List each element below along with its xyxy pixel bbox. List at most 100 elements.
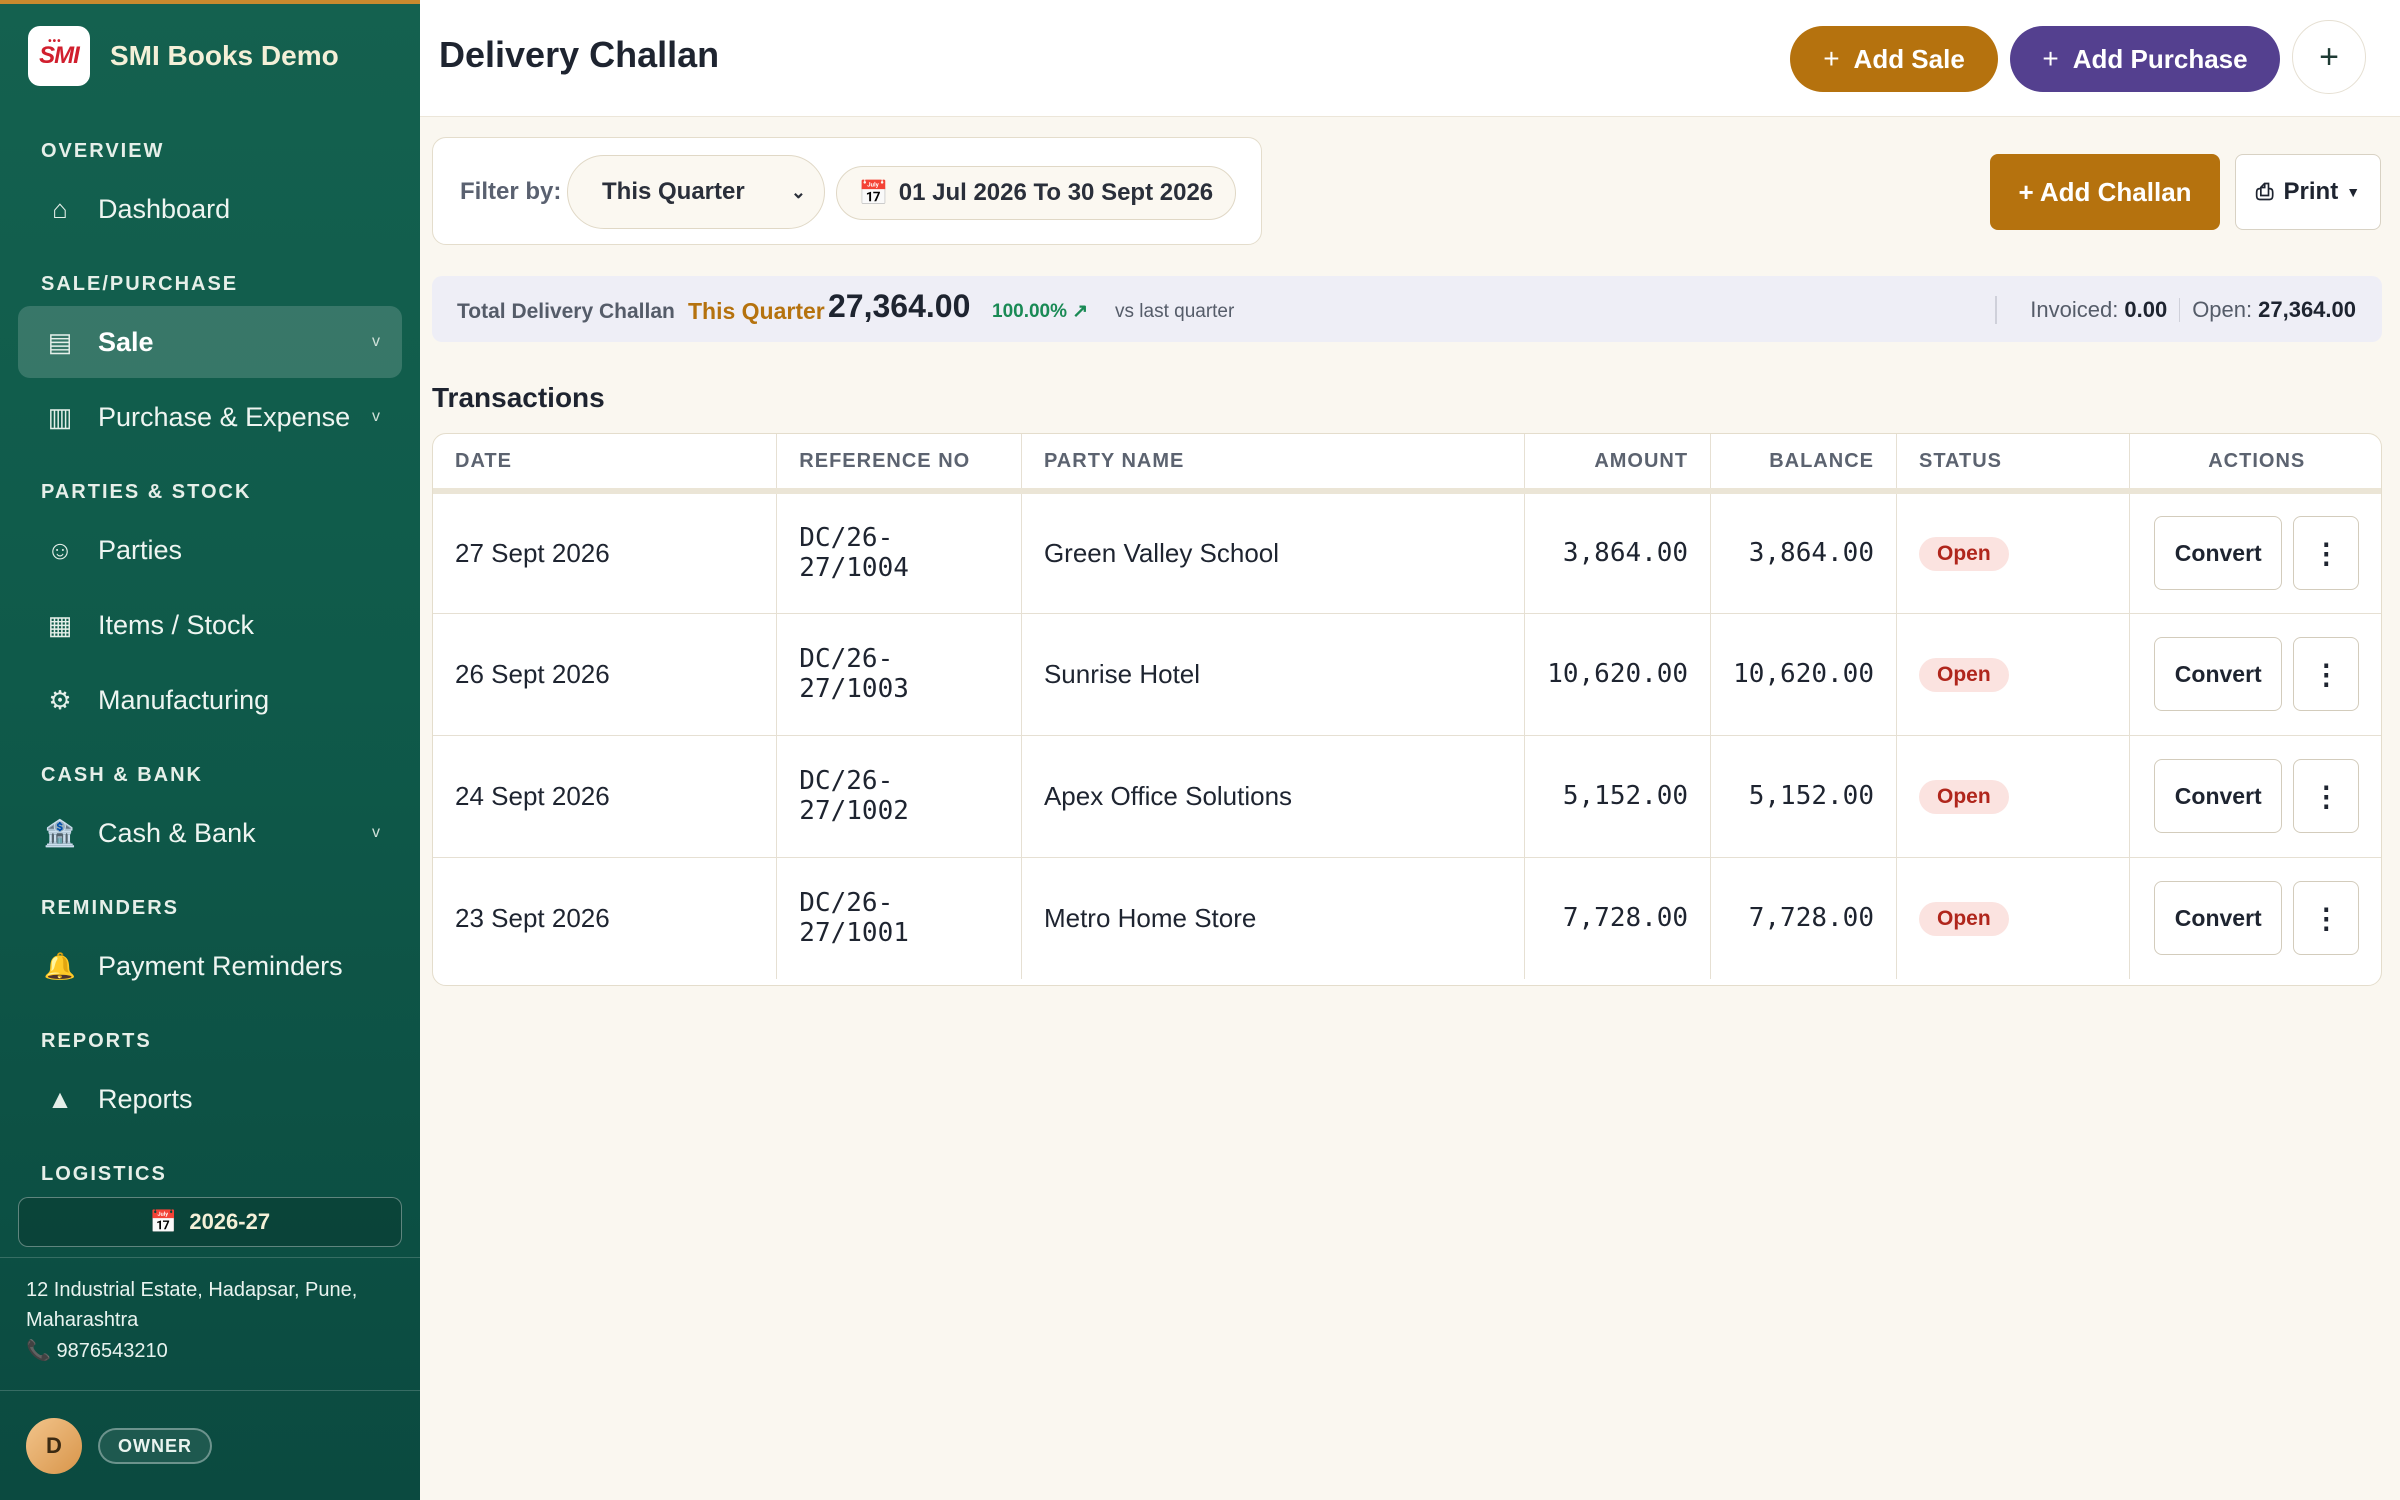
more-options-icon[interactable]: ⋮ [2293,637,2360,711]
bank-icon: 🏦 [43,817,77,848]
transactions-title: Transactions [432,382,605,413]
sidebar: ••• SMI SMI Books Demo OVERVIEW ⌂ Dashbo… [0,0,420,1500]
invoiced-value: 0.00 [2124,297,2168,322]
quick-add-button[interactable]: + [2292,20,2366,94]
sidebar-divider [0,1257,420,1258]
brand[interactable]: ••• SMI SMI Books Demo [28,26,339,86]
brand-name: SMI Books Demo [110,40,339,71]
sidebar-item-parties[interactable]: ☺ Parties [18,514,402,586]
sidebar-item-dashboard[interactable]: ⌂ Dashboard [18,173,402,245]
triangle-icon: ▲ [47,1083,73,1114]
cell-party: Sunrise Hotel [1021,613,1526,736]
ledger-icon: ▥ [47,401,73,432]
print-button[interactable]: ⎙ Print ▼ [2235,154,2381,230]
table-row[interactable]: 26 Sept 2026 DC/26-27/1003 Sunrise Hotel… [433,613,2381,736]
period-select-value: This Quarter [602,178,745,205]
cell-reference[interactable]: DC/26-27/1001 [776,857,1022,979]
convert-button[interactable]: Convert [2154,637,2283,711]
phone-icon: 📞 [26,1340,57,1362]
open-value: 27,364.00 [2258,297,2356,322]
sidebar-item-label: Sale [98,326,154,357]
summary-breakdown: Invoiced: 0.00 Open: 27,364.00 [2030,297,2356,323]
financial-year-selector[interactable]: 📅 2026-27 [18,1197,402,1247]
more-options-icon[interactable]: ⋮ [2293,516,2360,591]
cell-amount: 7,728.00 [1524,857,1712,979]
table-row[interactable]: 24 Sept 2026 DC/26-27/1002 Apex Office S… [433,735,2381,858]
financial-year-label: 2026-27 [189,1209,271,1234]
convert-button[interactable]: Convert [2154,759,2283,833]
cell-date: 26 Sept 2026 [433,613,778,736]
status-badge: Open [1918,536,2009,571]
phone-number: 9876543210 [56,1340,168,1362]
cell-reference[interactable]: DC/26-27/1003 [776,613,1022,736]
business-address: 12 Industrial Estate, Hadapsar, Pune, Ma… [26,1279,358,1331]
convert-button[interactable]: Convert [2154,516,2283,591]
table-row[interactable]: 27 Sept 2026 DC/26-27/1004 Green Valley … [433,491,2381,614]
sidebar-item-payment-reminders[interactable]: 🔔 Payment Reminders [18,930,402,1002]
add-purchase-button[interactable]: + Add Purchase [2010,26,2280,92]
sidebar-item-sale[interactable]: ▤ Sale v [18,306,402,378]
more-options-icon[interactable]: ⋮ [2293,881,2360,956]
column-header-status[interactable]: STATUS [1896,434,2131,494]
date-range-value: 01 Jul 2026 To 30 Sept 2026 [898,179,1214,206]
summary-change: 100.00% ↗ [992,301,1089,322]
more-options-icon[interactable]: ⋮ [2293,759,2360,833]
sidebar-item-label: Reports [98,1083,193,1114]
summary-divider [1995,296,1997,324]
filter-bar: Filter by: This Quarter ⌄ 📅 01 Jul 2026 … [432,137,1262,245]
date-range-picker[interactable]: 📅 01 Jul 2026 To 30 Sept 2026 [836,166,1236,220]
chevron-down-icon: ▼ [2346,184,2361,200]
convert-button[interactable]: Convert [2154,881,2283,956]
cell-date: 24 Sept 2026 [433,735,778,858]
add-sale-button[interactable]: + Add Sale [1790,26,1998,92]
avatar[interactable]: D [26,1418,82,1474]
plus-icon: + [2042,43,2059,74]
column-header-balance[interactable]: BALANCE [1710,434,1897,494]
column-header-actions: ACTIONS [2129,434,2381,494]
sidebar-item-cash-bank[interactable]: 🏦 Cash & Bank v [18,797,402,869]
section-cash-bank: CASH & BANK [41,764,203,786]
print-label: Print [2283,178,2339,205]
sidebar-item-label: Cash & Bank [98,817,256,848]
invoiced-label: Invoiced: [2030,297,2119,322]
sidebar-item-items-stock[interactable]: ▦ Items / Stock [18,589,402,661]
cell-status: Open [1896,857,2131,979]
section-sale-purchase: SALE/PURCHASE [41,273,239,295]
cell-balance: 7,728.00 [1710,857,1897,979]
cell-balance: 3,864.00 [1710,491,1897,614]
grid-icon: ▦ [47,609,73,640]
section-logistics: LOGISTICS [41,1163,167,1185]
chevron-down-icon[interactable]: v [372,333,380,350]
sidebar-item-manufacturing[interactable]: ⚙ Manufacturing [18,664,402,736]
brand-logo: ••• SMI [28,26,90,86]
status-badge: Open [1918,657,2009,692]
chevron-down-icon[interactable]: v [372,824,380,841]
summary-strip: Total Delivery Challan This Quarter 27,3… [432,276,2382,342]
sidebar-item-reports[interactable]: ▲ Reports [18,1063,402,1135]
filter-label: Filter by: [460,178,562,205]
section-reminders: REMINDERS [41,897,180,919]
cell-date: 27 Sept 2026 [433,491,778,614]
column-header-reference[interactable]: REFERENCE NO [776,434,1022,494]
table-row[interactable]: 23 Sept 2026 DC/26-27/1001 Metro Home St… [433,857,2381,979]
cell-actions: Convert ⋮ [2129,613,2381,736]
column-header-party[interactable]: PARTY NAME [1021,434,1526,494]
table-header-row: DATE REFERENCE NO PARTY NAME AMOUNT BALA… [433,434,2381,494]
sidebar-item-purchase-expense[interactable]: ▥ Purchase & Expense v [18,381,402,453]
sidebar-item-label: Dashboard [98,193,231,224]
column-header-date[interactable]: DATE [433,434,778,494]
home-icon: ⌂ [52,193,68,224]
section-parties-stock: PARTIES & STOCK [41,481,252,503]
column-header-amount[interactable]: AMOUNT [1524,434,1712,494]
printer-icon: ⎙ [2255,179,2274,204]
chevron-down-icon[interactable]: v [372,408,380,425]
cell-reference[interactable]: DC/26-27/1002 [776,735,1022,858]
cell-amount: 10,620.00 [1524,613,1712,736]
add-sale-label: Add Sale [1853,43,1965,74]
add-challan-button[interactable]: + Add Challan [1990,154,2220,230]
sidebar-divider [0,1390,420,1391]
cell-actions: Convert ⋮ [2129,735,2381,858]
period-select[interactable]: This Quarter ⌄ [567,155,825,229]
cell-reference[interactable]: DC/26-27/1004 [776,491,1022,614]
cell-status: Open [1896,613,2131,736]
